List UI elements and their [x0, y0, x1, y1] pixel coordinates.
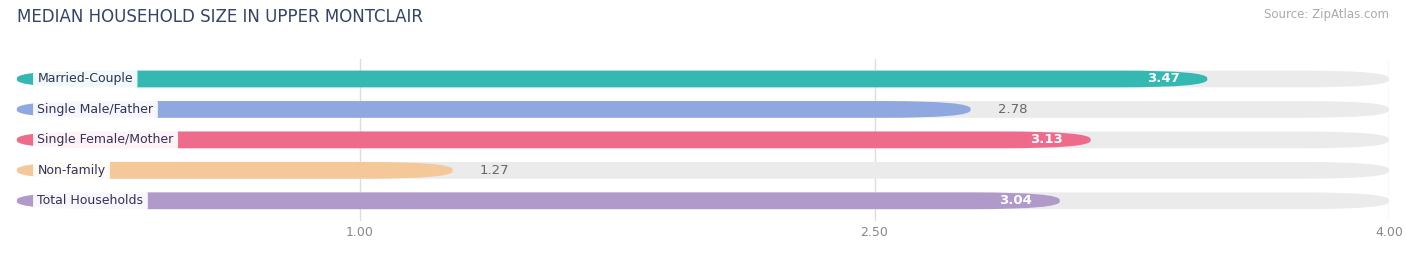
FancyBboxPatch shape [17, 162, 453, 179]
Text: 3.13: 3.13 [1031, 133, 1063, 146]
FancyBboxPatch shape [17, 101, 970, 118]
FancyBboxPatch shape [17, 192, 1060, 209]
Text: Single Male/Father: Single Male/Father [38, 103, 153, 116]
Text: 2.78: 2.78 [998, 103, 1028, 116]
Text: 3.04: 3.04 [1000, 194, 1032, 207]
FancyBboxPatch shape [17, 162, 1389, 179]
FancyBboxPatch shape [17, 70, 1389, 87]
Text: 3.47: 3.47 [1147, 72, 1180, 86]
FancyBboxPatch shape [17, 101, 1389, 118]
Text: Single Female/Mother: Single Female/Mother [38, 133, 174, 146]
FancyBboxPatch shape [17, 132, 1389, 148]
FancyBboxPatch shape [17, 70, 1208, 87]
Text: Source: ZipAtlas.com: Source: ZipAtlas.com [1264, 8, 1389, 21]
FancyBboxPatch shape [17, 132, 1091, 148]
Text: Married-Couple: Married-Couple [38, 72, 134, 86]
Text: Total Households: Total Households [38, 194, 143, 207]
Text: MEDIAN HOUSEHOLD SIZE IN UPPER MONTCLAIR: MEDIAN HOUSEHOLD SIZE IN UPPER MONTCLAIR [17, 8, 423, 26]
Text: 1.27: 1.27 [479, 164, 509, 177]
Text: Non-family: Non-family [38, 164, 105, 177]
FancyBboxPatch shape [17, 192, 1389, 209]
